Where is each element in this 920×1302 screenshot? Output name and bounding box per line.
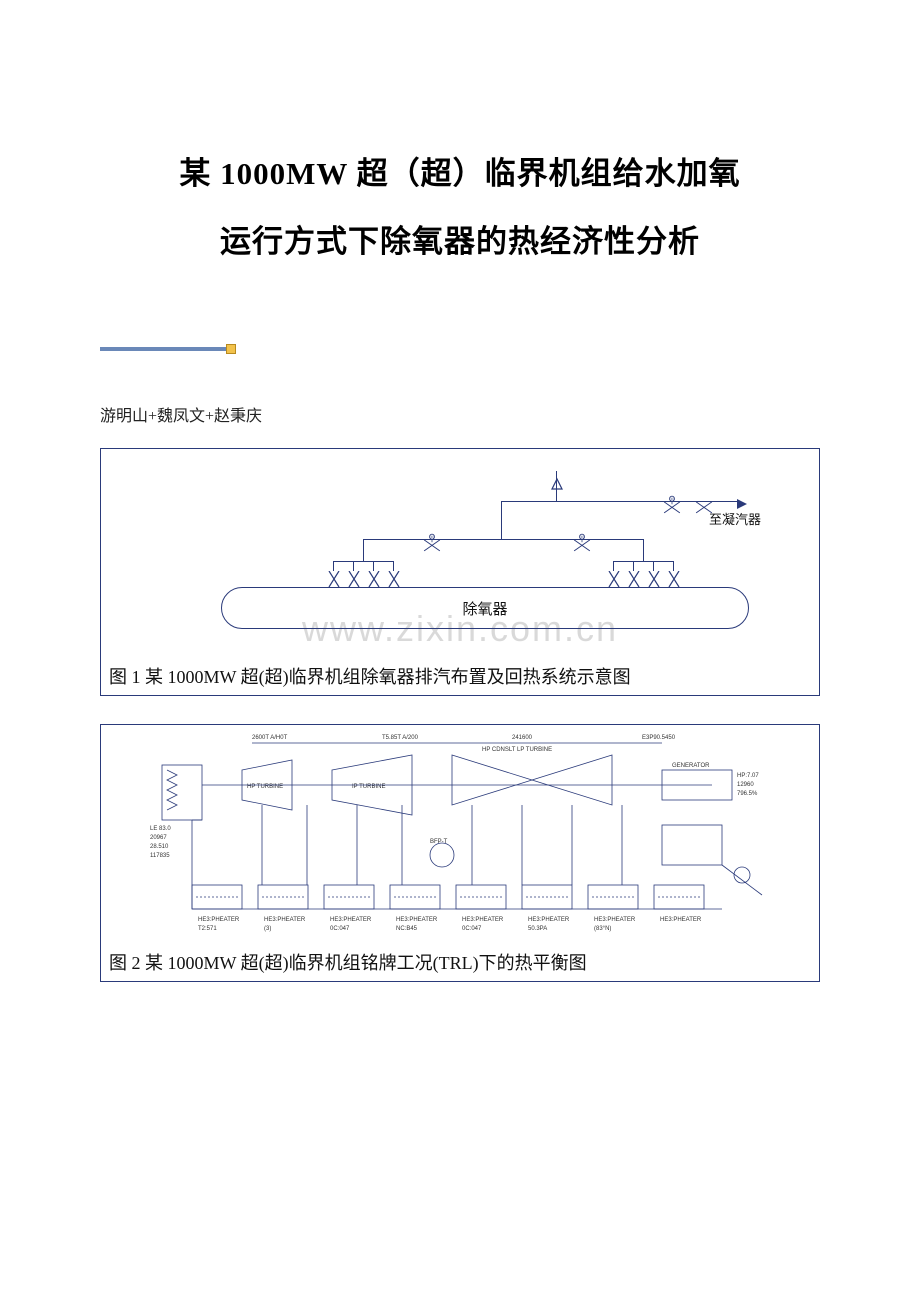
nozzle-stem bbox=[353, 561, 354, 571]
svg-text:M: M bbox=[670, 498, 674, 502]
valve-icon bbox=[693, 494, 715, 508]
svg-text:0C:047: 0C:047 bbox=[462, 926, 482, 932]
svg-text:HP CDNSLT LP TURBINE: HP CDNSLT LP TURBINE bbox=[482, 747, 552, 753]
figure-2: 2600T A/H0T T5.85T A/200 241600 E3P90.5450 L… bbox=[100, 724, 820, 982]
svg-text:M: M bbox=[580, 536, 584, 540]
nozzle-stem bbox=[393, 561, 394, 571]
vent-nozzle-icon bbox=[668, 571, 678, 587]
svg-text:12960: 12960 bbox=[737, 782, 754, 788]
svg-text:(83°N): (83°N) bbox=[594, 926, 611, 932]
svg-text:HE3:PHEATER: HE3:PHEATER bbox=[198, 917, 240, 923]
motor-valve-icon: M bbox=[421, 532, 443, 546]
svg-text:HE3:PHEATER: HE3:PHEATER bbox=[396, 917, 438, 923]
svg-text:28.510: 28.510 bbox=[150, 844, 169, 850]
vent-nozzle-icon bbox=[328, 571, 338, 587]
svg-text:241600: 241600 bbox=[512, 735, 533, 741]
vent-nozzle-icon bbox=[628, 571, 638, 587]
figure-1: 除氧器 M M M 至凝汽器 图 1 某 1000MW 超(超)临界机组除氧器排汽布置… bbox=[100, 448, 820, 696]
figure-1-canvas: 除氧器 M M M 至凝汽器 bbox=[101, 449, 819, 659]
nozzle-stem bbox=[373, 561, 374, 571]
svg-text:50.3PA: 50.3PA bbox=[528, 926, 547, 932]
vent-nozzle-icon bbox=[348, 571, 358, 587]
pipe-horizontal bbox=[333, 561, 393, 562]
divider-bar bbox=[100, 347, 230, 351]
svg-text:117835: 117835 bbox=[150, 853, 170, 859]
svg-text:0C:047: 0C:047 bbox=[330, 926, 350, 932]
outlet-label: 至凝汽器 bbox=[709, 509, 761, 528]
svg-text:HE3:PHEATER: HE3:PHEATER bbox=[462, 917, 504, 923]
nozzle-stem bbox=[633, 561, 634, 571]
figure-2-canvas: 2600T A/H0T T5.85T A/200 241600 E3P90.5450 L… bbox=[101, 725, 819, 945]
figure-1-caption: 图 1 某 1000MW 超(超)临界机组除氧器排汽布置及回热系统示意图 bbox=[101, 659, 819, 695]
svg-text:GENERATOR: GENERATOR bbox=[672, 763, 710, 769]
vent-nozzle-icon bbox=[608, 571, 618, 587]
svg-text:(3): (3) bbox=[264, 926, 271, 932]
svg-text:HE3:PHEATER: HE3:PHEATER bbox=[264, 917, 306, 923]
deaerator-label: 除氧器 bbox=[462, 598, 507, 619]
pipe-horizontal bbox=[363, 539, 643, 540]
svg-text:HP:7.07: HP:7.07 bbox=[737, 773, 759, 779]
document-title: 某 1000MW 超（超）临界机组给水加氧 运行方式下除氧器的热经济性分析 bbox=[100, 140, 820, 276]
svg-text:HE3:PHEATER: HE3:PHEATER bbox=[528, 917, 570, 923]
svg-text:M: M bbox=[430, 536, 434, 540]
title-line-2: 运行方式下除氧器的热经济性分析 bbox=[100, 208, 820, 276]
motor-valve-icon: M bbox=[571, 532, 593, 546]
svg-text:NC:B45: NC:B45 bbox=[396, 926, 418, 932]
svg-text:T2:571: T2:571 bbox=[198, 926, 217, 932]
pipe-vertical bbox=[643, 539, 644, 561]
svg-text:HE3:PHEATER: HE3:PHEATER bbox=[594, 917, 636, 923]
nozzle-stem bbox=[613, 561, 614, 571]
check-valve-icon bbox=[550, 477, 572, 491]
svg-text:2600T A/H0T: 2600T A/H0T bbox=[252, 735, 288, 741]
title-line-1: 某 1000MW 超（超）临界机组给水加氧 bbox=[100, 140, 820, 208]
pipe-vertical bbox=[363, 539, 364, 561]
vent-nozzle-icon bbox=[388, 571, 398, 587]
motor-valve-icon: M bbox=[661, 494, 683, 508]
nozzle-stem bbox=[673, 561, 674, 571]
nozzle-stem bbox=[333, 561, 334, 571]
divider-dot bbox=[226, 344, 236, 354]
heat-balance-svg: 2600T A/H0T T5.85T A/200 241600 E3P90.5450 L… bbox=[101, 725, 819, 945]
figure-2-caption: 图 2 某 1000MW 超(超)临界机组铭牌工况(TRL)下的热平衡图 bbox=[101, 945, 819, 981]
section-divider bbox=[100, 346, 820, 352]
svg-text:E3P90.5450: E3P90.5450 bbox=[642, 735, 676, 741]
svg-text:HE3:PHEATER: HE3:PHEATER bbox=[330, 917, 372, 923]
deaerator-vessel: 除氧器 bbox=[221, 587, 749, 629]
svg-text:20967: 20967 bbox=[150, 835, 167, 841]
pipe-horizontal bbox=[613, 561, 673, 562]
svg-text:BFP-T: BFP-T bbox=[430, 839, 448, 845]
vent-nozzle-icon bbox=[648, 571, 658, 587]
svg-text:LE 83.0: LE 83.0 bbox=[150, 826, 171, 832]
vent-nozzle-icon bbox=[368, 571, 378, 587]
svg-text:HE3:PHEATER: HE3:PHEATER bbox=[660, 917, 702, 923]
pipe-vertical bbox=[501, 501, 502, 539]
nozzle-stem bbox=[653, 561, 654, 571]
svg-text:T5.85T A/200: T5.85T A/200 bbox=[382, 735, 419, 741]
authors-line: 游明山+魏凤文+赵秉庆 bbox=[100, 402, 820, 426]
svg-text:796.5%: 796.5% bbox=[737, 791, 758, 797]
